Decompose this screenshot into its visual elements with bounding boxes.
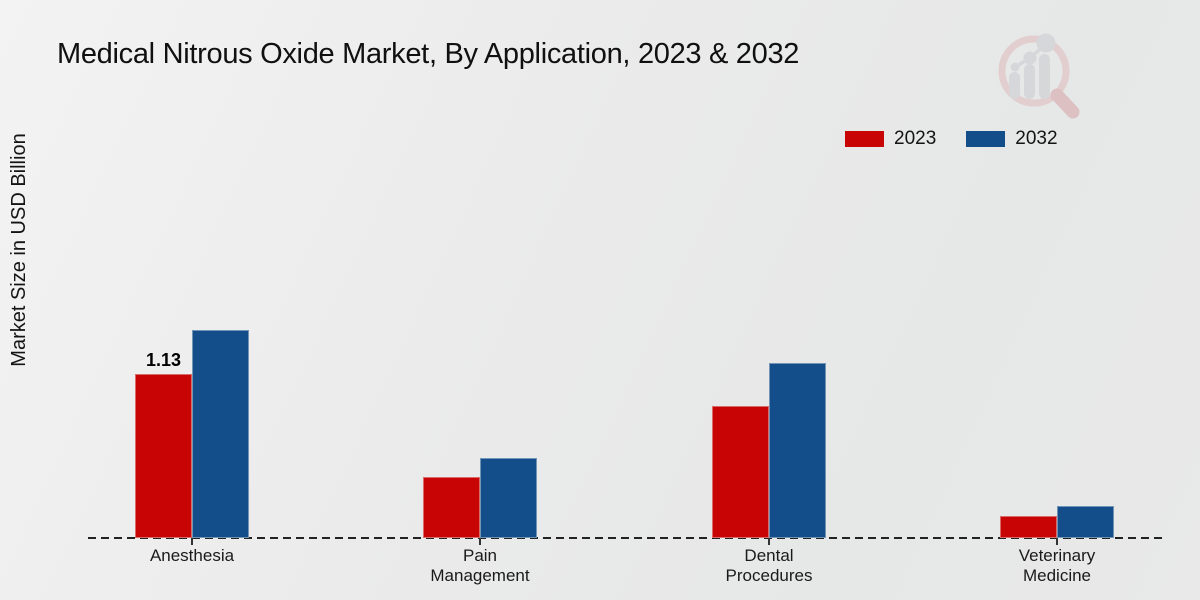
bar-2023-pain-management [423, 477, 480, 538]
bar-2032-dental-procedures [769, 363, 826, 538]
x-tick-pain-management [479, 538, 481, 545]
x-tick-anesthesia [191, 538, 193, 545]
bar-2032-pain-management [480, 458, 537, 538]
category-label-pain-management: Pain Management [430, 546, 530, 585]
bar-2023-anesthesia [135, 374, 192, 538]
bar-2023-veterinary-medicine [1000, 516, 1057, 538]
bottom-accent-strip [0, 588, 1200, 600]
bar-2032-veterinary-medicine [1057, 506, 1114, 538]
x-axis-baseline [88, 537, 1163, 539]
x-tick-veterinary-medicine [1056, 538, 1058, 545]
bar-2032-anesthesia [192, 330, 249, 538]
legend-label-2032: 2032 [1015, 128, 1058, 149]
x-tick-dental-procedures [768, 538, 770, 545]
legend-label-2023: 2023 [894, 128, 937, 149]
legend-item-2023: 2023 [845, 128, 936, 150]
market-research-future-logo-icon [998, 33, 1080, 119]
legend: 2023 2032 [845, 128, 1058, 150]
bar-value-label: 1.13 [145, 350, 182, 370]
chart-title: Medical Nitrous Oxide Market, By Applica… [57, 38, 800, 70]
category-label-veterinary-medicine: Veterinary Medicine [1018, 546, 1096, 585]
category-label-anesthesia: Anesthesia [149, 546, 235, 565]
legend-swatch-2032 [966, 131, 1006, 147]
legend-item-2032: 2032 [966, 128, 1058, 150]
bar-2023-dental-procedures [712, 406, 769, 538]
category-label-dental-procedures: Dental Procedures [725, 546, 813, 585]
legend-swatch-2023 [845, 131, 884, 147]
